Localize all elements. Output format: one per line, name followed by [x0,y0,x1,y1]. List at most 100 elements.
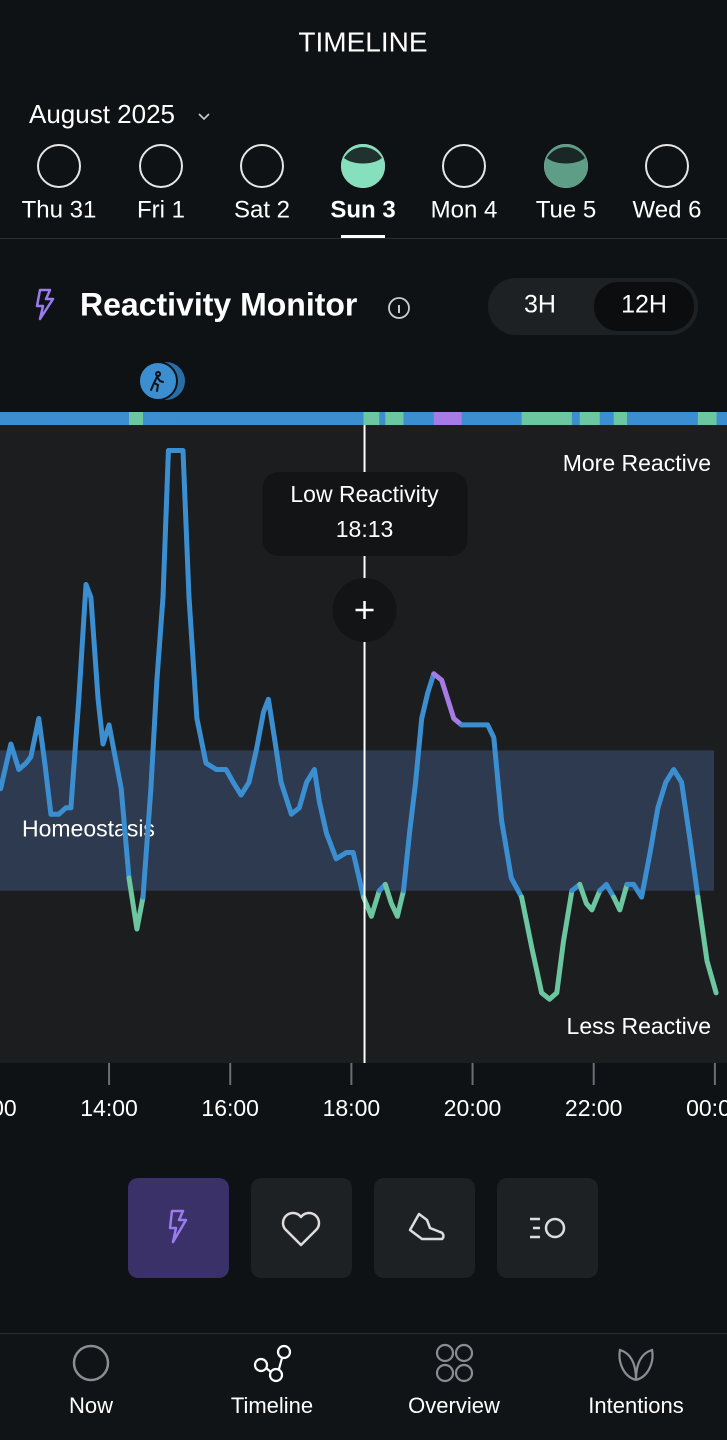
reactivity-strip [121,412,130,425]
day-label[interactable]: Fri 1 [137,196,185,223]
reactivity-strip [299,412,308,425]
reactivity-strip [433,412,443,425]
button-reactivity[interactable] [128,1178,229,1278]
timeline-icon [253,1344,292,1383]
reactivity-strip [397,412,404,425]
intentions-icon [618,1348,654,1382]
day-ring[interactable] [37,144,81,188]
info-icon[interactable] [388,297,410,319]
reactivity-strip [44,412,52,425]
reactivity-line [361,888,382,919]
reactivity-strip [549,412,558,425]
tooltip-time: 18:13 [336,516,394,542]
reactivity-strip [556,412,564,425]
band-label: Homeostasis [22,816,155,842]
reactivity-strip [268,412,275,425]
day-ring[interactable] [645,144,689,188]
day-ring[interactable] [139,144,183,188]
day-label[interactable]: Sat 2 [234,196,290,223]
reactivity-strip [156,412,164,425]
reactivity-line [519,888,575,1002]
reactivity-strip [314,412,320,425]
reactivity-strip [385,412,392,425]
reactivity-strip [441,412,449,425]
reactivity-strip [681,412,691,425]
reactivity-strip [142,412,152,425]
reactivity-strip [30,412,40,425]
overview-icon [435,1343,474,1383]
reactivity-strip [98,412,104,425]
x-tick-label: 22:00 [565,1095,623,1121]
plus-icon [355,601,374,619]
x-tick-label: 14:00 [80,1095,138,1121]
reactivity-strip [233,412,242,425]
reactivity-strip [182,412,190,425]
monitor-title: Reactivity Monitor [80,286,357,322]
button-sleep[interactable] [497,1178,598,1278]
reactivity-strip [50,412,60,425]
reactivity-line [401,671,437,894]
reactivity-strip [690,412,699,425]
lines-icon [530,1217,540,1239]
reactivity-strip [319,412,328,425]
day-fill-shade [344,147,382,164]
reactivity-strip [168,412,178,425]
reactivity-line [695,894,719,996]
heart-icon [281,1211,321,1247]
reactivity-strip [641,412,651,425]
lightning-icon [35,288,55,321]
reactivity-strip [363,412,372,425]
nav-label[interactable]: Intentions [588,1393,683,1418]
day-ring[interactable] [442,144,486,188]
nav-label[interactable]: Overview [408,1393,500,1418]
reactivity-strip [606,412,615,425]
circle-icon [544,1217,566,1239]
reactivity-strip [291,412,300,425]
reactivity-strip [579,412,587,425]
view-buttons [128,1178,598,1278]
day-ring[interactable] [240,144,284,188]
reactivity-strip [409,412,417,425]
reactivity-strip [306,412,315,425]
lightning-icon [168,1209,188,1244]
day-label[interactable]: Sun 3 [330,196,395,223]
reactivity-strip [657,412,667,425]
range-option[interactable]: 3H [524,291,556,319]
reactivity-strip [78,412,87,425]
reactivity-strip [371,412,380,425]
reactivity-strip [10,412,20,425]
x-tick-label: 18:00 [323,1095,381,1121]
day-label[interactable]: Wed 6 [633,196,702,223]
reactivity-strip [673,412,683,425]
reactivity-strip [263,412,269,425]
nav-items: Now Timeline Overview Intentions [69,1393,684,1418]
button-heart[interactable] [251,1178,352,1278]
activity-badge[interactable] [138,361,178,401]
day-label[interactable]: Tue 5 [536,196,596,223]
nav-label[interactable]: Now [69,1393,113,1418]
range-option[interactable]: 12H [621,291,667,319]
reactivity-strip [521,412,533,425]
month-picker[interactable]: August 2025 [29,99,175,129]
nav-bar [0,1333,727,1440]
reactivity-line [0,582,132,881]
tooltip-title: Low Reactivity [290,481,439,507]
reactivity-strip [38,412,46,425]
reactivity-strip [248,412,257,425]
reactivity-strip [113,412,122,425]
reactivity-strip [403,412,411,425]
walk-icon [150,371,164,392]
day-label[interactable]: Mon 4 [431,196,498,223]
reactivity-strip [563,412,573,425]
nav-label[interactable]: Timeline [231,1393,313,1418]
button-steps[interactable] [374,1178,475,1278]
reactivity-strip [493,412,503,425]
reactivity-strip [58,412,67,425]
day-strip: Thu 31 Fri 1 Sat 2 Sun 3 Mon 4 Tue 5 Wed 6 [22,144,702,239]
reactivity-strip [571,412,581,425]
bottom-label: Less Reactive [567,1013,711,1039]
reactivity-strip [473,412,489,425]
day-label[interactable]: Thu 31 [22,196,97,223]
x-tick-label: 00:00 [686,1095,727,1121]
